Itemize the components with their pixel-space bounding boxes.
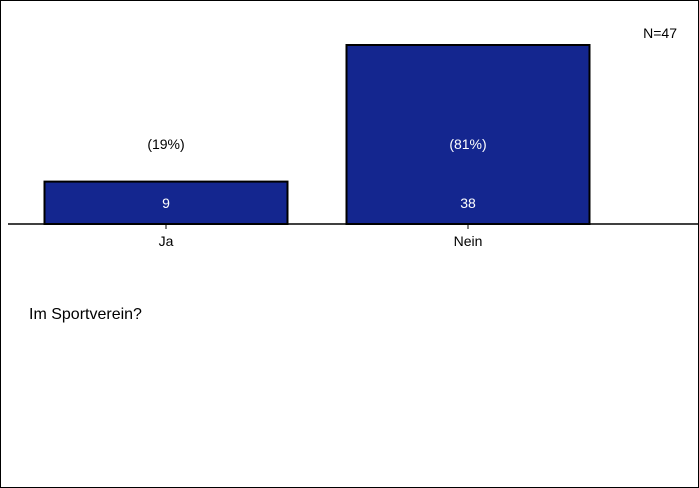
labels-layer: 9 (19%) Ja 38 (81%) Nein — [147, 136, 486, 249]
value-label-ja: 9 — [162, 195, 170, 211]
bar-chart: N=47 9 (19%) Ja 38 (81%) Nein — [8, 25, 699, 249]
value-label-nein: 38 — [460, 195, 476, 211]
percent-label-nein: (81%) — [449, 136, 486, 152]
bars-layer — [43, 44, 591, 226]
sample-size-label: N=47 — [643, 25, 677, 41]
bar-nein — [345, 44, 591, 225]
percent-label-ja: (19%) — [147, 136, 184, 152]
bar-ja — [43, 180, 289, 226]
category-label-nein: Nein — [454, 233, 483, 249]
category-label-ja: Ja — [159, 233, 174, 249]
question-text: Im Sportverein? — [29, 306, 142, 323]
